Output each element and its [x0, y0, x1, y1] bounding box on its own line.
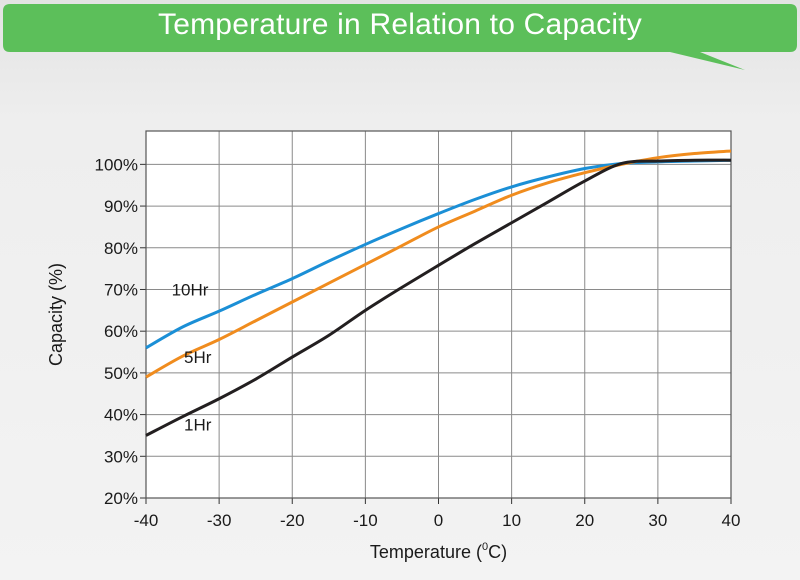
x-tick-label: 40 [722, 511, 741, 530]
x-tick-label: -10 [353, 511, 378, 530]
x-tick-label: 10 [502, 511, 521, 530]
y-tick-label: 40% [104, 406, 138, 425]
chart-title: Temperature in Relation to Capacity [158, 8, 642, 41]
y-tick-label: 20% [104, 489, 138, 508]
series-line-1hr [145, 158, 732, 437]
y-tick-label: 100% [95, 155, 138, 174]
y-axis-label: Capacity (%) [46, 263, 66, 366]
title-banner-shape [3, 4, 797, 70]
plot-border [145, 130, 732, 499]
y-tick-label: 70% [104, 280, 138, 299]
x-tick-label: 0 [434, 511, 443, 530]
x-tick-label: 20 [575, 511, 594, 530]
series-label-10hr: 10Hr [172, 281, 209, 300]
y-tick-label: 50% [104, 364, 138, 383]
x-axis-label: Temperature (0C) [370, 541, 507, 562]
y-tick-label: 90% [104, 197, 138, 216]
x-tick-label: -40 [134, 511, 159, 530]
y-tick-label: 60% [104, 322, 138, 341]
y-tick-label: 30% [104, 447, 138, 466]
x-tick-label: -20 [280, 511, 305, 530]
series-label-1hr: 1Hr [184, 415, 212, 434]
series-label-5hr: 5Hr [184, 348, 212, 367]
x-tick-label: -30 [207, 511, 232, 530]
y-tick-label: 80% [104, 239, 138, 258]
title-banner [3, 4, 797, 70]
x-tick-label: 30 [648, 511, 667, 530]
